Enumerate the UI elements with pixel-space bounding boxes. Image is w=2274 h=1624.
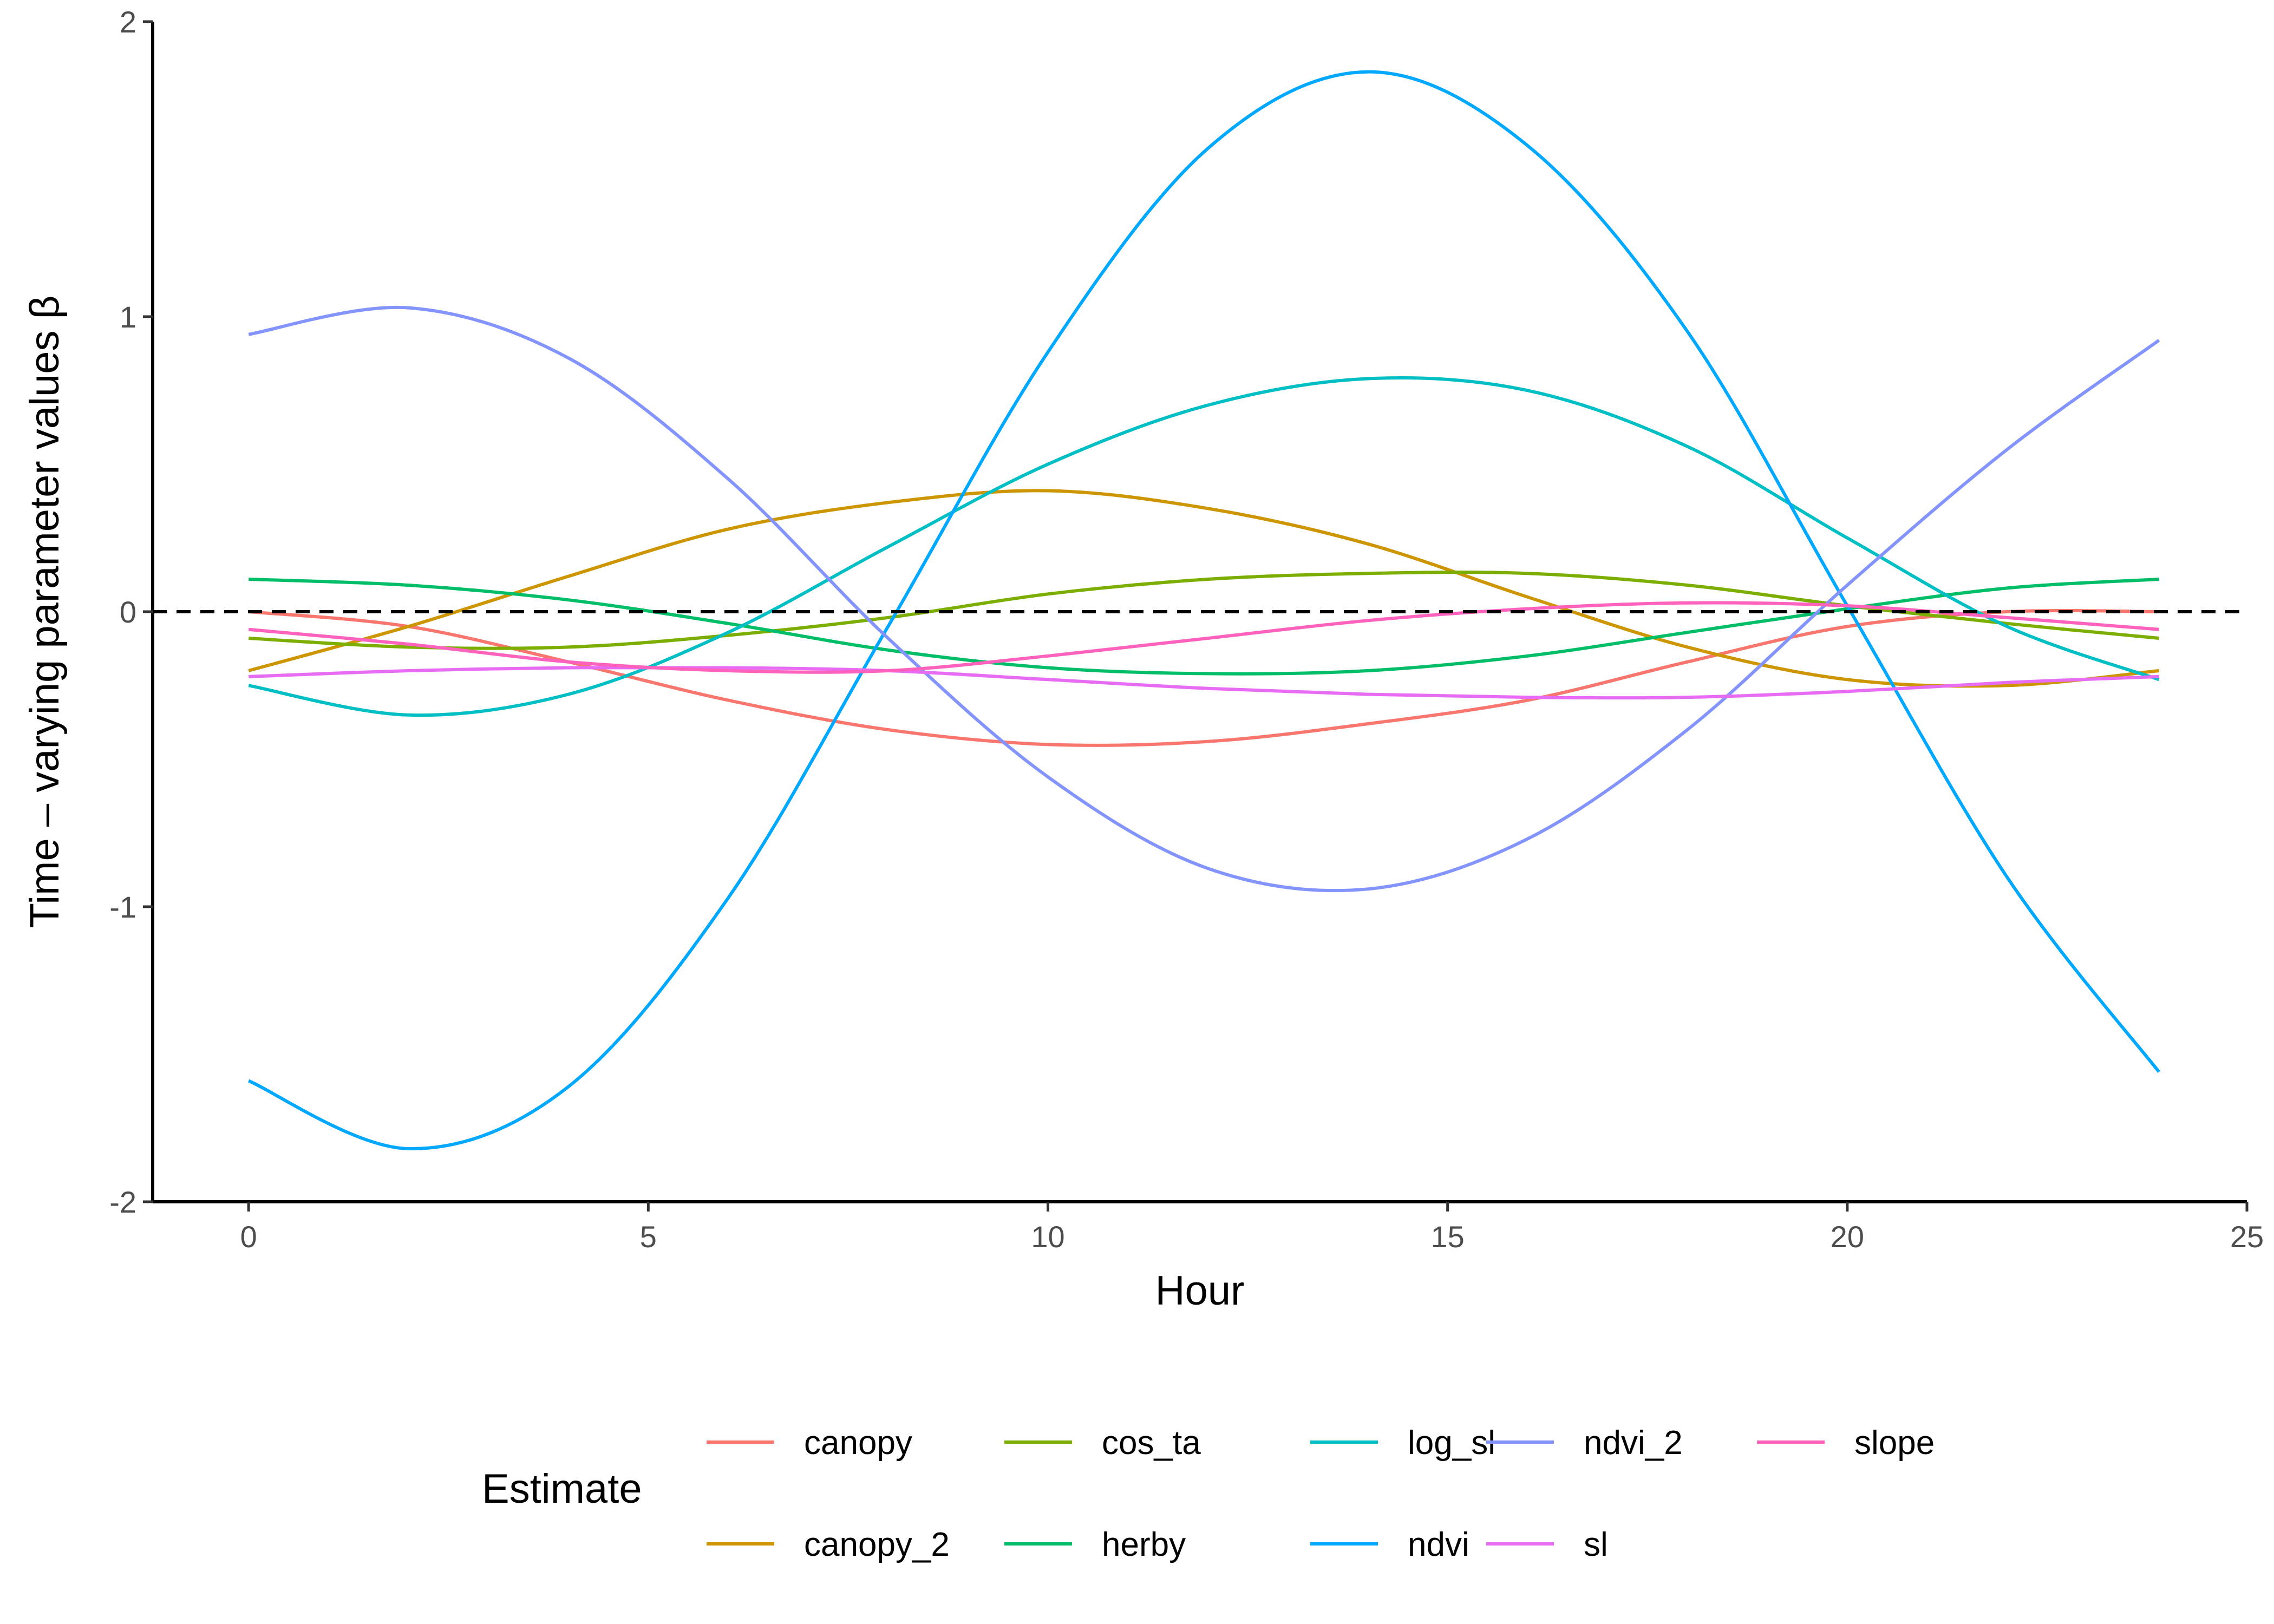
legend-label: log_sl [1408, 1424, 1495, 1462]
legend-item-sl: sl [1486, 1526, 1608, 1563]
x-tick-label: 15 [1431, 1220, 1465, 1254]
legend-label: sl [1584, 1526, 1608, 1563]
series-line-canopy-2 [248, 489, 2159, 688]
x-axis-ticks: 0 5 10 15 20 25 [240, 1202, 2264, 1254]
legend-item-cos-ta: cos_ta [1004, 1424, 1201, 1462]
legend-item-slope: slope [1757, 1424, 1935, 1462]
x-axis-title: Hour [1155, 1268, 1245, 1314]
legend-label: slope [1854, 1424, 1935, 1462]
legend-label: herby [1102, 1526, 1186, 1563]
series-line-ndvi [248, 70, 2160, 1150]
plot-lines [248, 70, 2160, 1150]
legend-label: canopy [804, 1424, 912, 1462]
series-line-herby [249, 578, 2159, 676]
x-tick-label: 20 [1831, 1220, 1864, 1254]
series-line-sl [249, 665, 2159, 700]
legend-item-herby: herby [1004, 1526, 1186, 1563]
x-tick-label: 25 [2230, 1220, 2264, 1254]
y-axis-title: Time – varying parameter values β [22, 296, 68, 928]
legend-label: canopy_2 [804, 1526, 950, 1563]
x-tick-label: 10 [1031, 1220, 1064, 1254]
y-tick-label: -2 [109, 1185, 136, 1219]
legend-title: Estimate [482, 1466, 642, 1512]
series-line-ndvi-2 [248, 305, 2160, 893]
legend-item-log-sl: log_sl [1310, 1424, 1495, 1462]
y-tick-label: -1 [109, 890, 136, 924]
legend-item-canopy: canopy [707, 1424, 912, 1462]
y-axis-ticks: -2 -1 0 1 2 [109, 5, 153, 1219]
y-tick-label: 2 [120, 5, 136, 39]
y-tick-label: 1 [120, 300, 136, 334]
legend-label: ndvi_2 [1584, 1424, 1683, 1462]
series-line-log-sl [248, 376, 2160, 717]
legend-item-ndvi-2: ndvi_2 [1486, 1424, 1683, 1462]
x-tick-label: 5 [640, 1220, 657, 1254]
legend-item-ndvi: ndvi [1310, 1526, 1469, 1563]
x-tick-label: 0 [240, 1220, 257, 1254]
y-tick-label: 0 [120, 595, 136, 629]
legend-label: cos_ta [1102, 1424, 1201, 1462]
legend-label: ndvi [1408, 1526, 1469, 1563]
series-line-slope [248, 601, 2159, 674]
legend-item-canopy-2: canopy_2 [707, 1526, 950, 1563]
